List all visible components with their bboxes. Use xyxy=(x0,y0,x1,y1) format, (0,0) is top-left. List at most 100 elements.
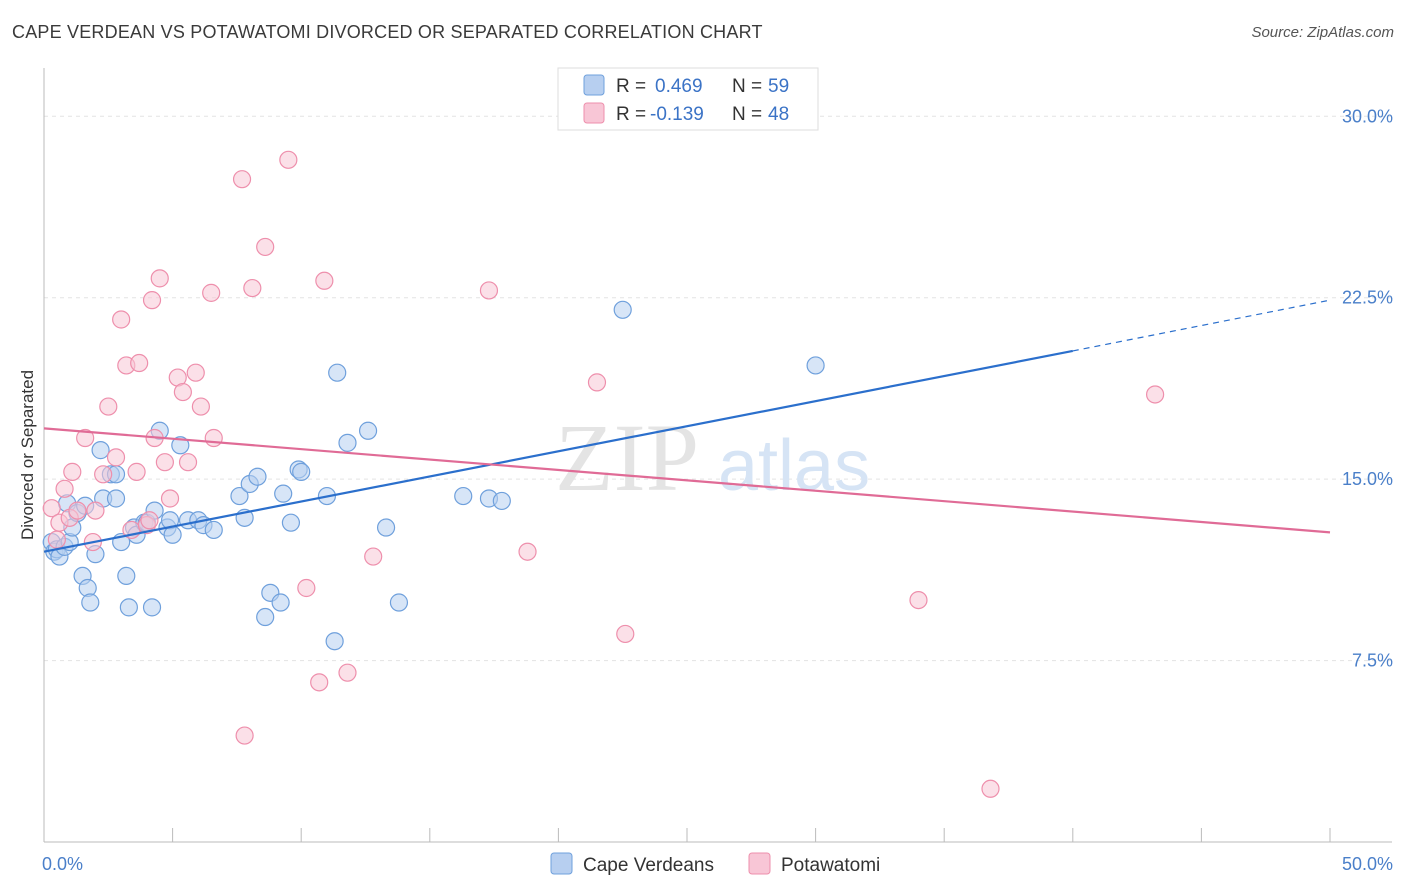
point-potawatomi-42 xyxy=(479,281,499,300)
point-potawatomi-28 xyxy=(186,363,205,382)
point-potawatomi-5 xyxy=(63,462,82,481)
legend-top-r-value-pink: -0.139 xyxy=(650,104,704,125)
point-cape-verdeans-57 xyxy=(492,491,511,511)
trend-line-potawatomi xyxy=(43,427,1331,534)
point-potawatomi-16 xyxy=(127,462,146,481)
point-potawatomi-3 xyxy=(55,479,74,498)
x-tick-label-0: 0.0% xyxy=(42,854,83,874)
point-cape-verdeans-12 xyxy=(81,593,100,612)
point-cape-verdeans-20 xyxy=(117,566,136,586)
point-potawatomi-32 xyxy=(232,170,252,189)
legend-bottom: Cape Verdeans Potawatomi xyxy=(550,852,880,876)
point-potawatomi-34 xyxy=(243,278,262,298)
point-potawatomi-37 xyxy=(297,578,316,598)
point-potawatomi-44 xyxy=(587,373,607,392)
point-cape-verdeans-51 xyxy=(338,433,357,452)
point-cape-verdeans-14 xyxy=(91,441,110,460)
point-potawatomi-33 xyxy=(235,726,254,745)
point-cape-verdeans-55 xyxy=(454,486,473,506)
point-potawatomi-46 xyxy=(909,590,928,610)
point-potawatomi-24 xyxy=(160,489,180,508)
legend-top-n-label-pink: N = xyxy=(732,104,762,125)
point-cape-verdeans-41 xyxy=(256,607,275,627)
point-potawatomi-17 xyxy=(130,353,149,373)
point-cape-verdeans-44 xyxy=(274,484,293,503)
legend-label-cape-verdeans: Cape Verdeans xyxy=(583,855,714,876)
y-tick-label-2: 22.5% xyxy=(1342,288,1393,308)
point-potawatomi-6 xyxy=(68,501,87,520)
trend-line-cape-verdeans xyxy=(43,349,1074,553)
x-tick-labels: 0.0% 50.0% xyxy=(42,854,1393,874)
trend-lines xyxy=(43,299,1331,553)
point-cape-verdeans-36 xyxy=(204,520,223,540)
legend-top-r-label-blue: R = xyxy=(616,76,646,97)
point-potawatomi-13 xyxy=(112,310,131,329)
point-potawatomi-27 xyxy=(178,453,198,472)
point-potawatomi-23 xyxy=(155,453,174,472)
point-potawatomi-41 xyxy=(364,547,383,566)
watermark-zip: ZIP xyxy=(555,404,699,511)
y-tick-label-3: 30.0% xyxy=(1342,106,1393,126)
y-tick-label-0: 7.5% xyxy=(1352,651,1393,671)
point-cape-verdeans-47 xyxy=(292,462,311,481)
point-potawatomi-29 xyxy=(191,397,210,416)
legend-top-n-value-pink: 48 xyxy=(768,104,789,125)
point-cape-verdeans-37 xyxy=(230,486,249,506)
legend-top-n-value-blue: 59 xyxy=(768,76,789,97)
point-potawatomi-9 xyxy=(86,501,105,520)
legend-top-r-label-pink: R = xyxy=(616,104,646,125)
point-potawatomi-12 xyxy=(106,448,126,467)
point-cape-verdeans-40 xyxy=(248,467,267,486)
y-tick-label-1: 15.0% xyxy=(1342,469,1393,489)
point-potawatomi-36 xyxy=(279,150,298,169)
legend-top-swatch-pink xyxy=(583,102,605,124)
point-potawatomi-19 xyxy=(140,511,159,530)
point-cape-verdeans-21 xyxy=(119,598,138,617)
point-potawatomi-22 xyxy=(150,269,169,288)
point-cape-verdeans-45 xyxy=(281,513,301,532)
point-cape-verdeans-26 xyxy=(142,598,162,617)
point-cape-verdeans-59 xyxy=(806,356,825,375)
source-label: Source: ZipAtlas.com xyxy=(1251,24,1394,41)
point-potawatomi-0 xyxy=(42,499,61,518)
point-potawatomi-1 xyxy=(47,530,66,549)
point-cape-verdeans-58 xyxy=(613,300,632,319)
y-axis-title: Divorced or Separated xyxy=(18,370,37,540)
point-potawatomi-48 xyxy=(1146,385,1165,404)
point-potawatomi-10 xyxy=(94,465,113,484)
x-tick-label-1: 50.0% xyxy=(1342,854,1393,874)
legend-swatch-cape-verdeans xyxy=(550,852,573,875)
point-potawatomi-31 xyxy=(204,428,223,448)
legend-label-potawatomi: Potawatomi xyxy=(781,855,880,876)
point-cape-verdeans-54 xyxy=(389,593,409,612)
point-potawatomi-20 xyxy=(142,291,162,310)
legend-top-swatch-blue xyxy=(583,74,605,96)
point-potawatomi-47 xyxy=(981,779,1000,798)
point-cape-verdeans-32 xyxy=(171,436,190,455)
watermark: ZIP atlas xyxy=(555,404,870,511)
point-potawatomi-30 xyxy=(202,283,221,302)
axes xyxy=(43,68,1392,843)
point-cape-verdeans-43 xyxy=(271,593,290,612)
point-potawatomi-39 xyxy=(315,271,334,290)
grid-lines xyxy=(44,115,1392,662)
point-potawatomi-45 xyxy=(616,624,635,644)
point-cape-verdeans-53 xyxy=(376,518,396,537)
point-potawatomi-11 xyxy=(99,397,118,416)
trend-line-extension-cape-verdeans xyxy=(1072,299,1331,352)
point-potawatomi-40 xyxy=(338,663,357,682)
point-potawatomi-26 xyxy=(173,382,192,402)
legend-top-n-label-blue: N = xyxy=(732,76,762,97)
legend-top: R = 0.469 N = 59 R = -0.139 N = 48 xyxy=(557,67,819,131)
point-potawatomi-7 xyxy=(76,428,95,448)
chart-title: CAPE VERDEAN VS POTAWATOMI DIVORCED OR S… xyxy=(12,22,763,42)
point-cape-verdeans-18 xyxy=(106,489,126,508)
legend-swatch-potawatomi xyxy=(748,852,771,875)
point-potawatomi-43 xyxy=(518,542,537,561)
point-cape-verdeans-50 xyxy=(328,363,347,382)
y-tick-labels: 7.5% 15.0% 22.5% 30.0% xyxy=(1342,106,1393,670)
point-potawatomi-38 xyxy=(310,673,329,692)
point-cape-verdeans-52 xyxy=(358,421,378,440)
legend-top-r-value-blue: 0.469 xyxy=(655,76,703,97)
